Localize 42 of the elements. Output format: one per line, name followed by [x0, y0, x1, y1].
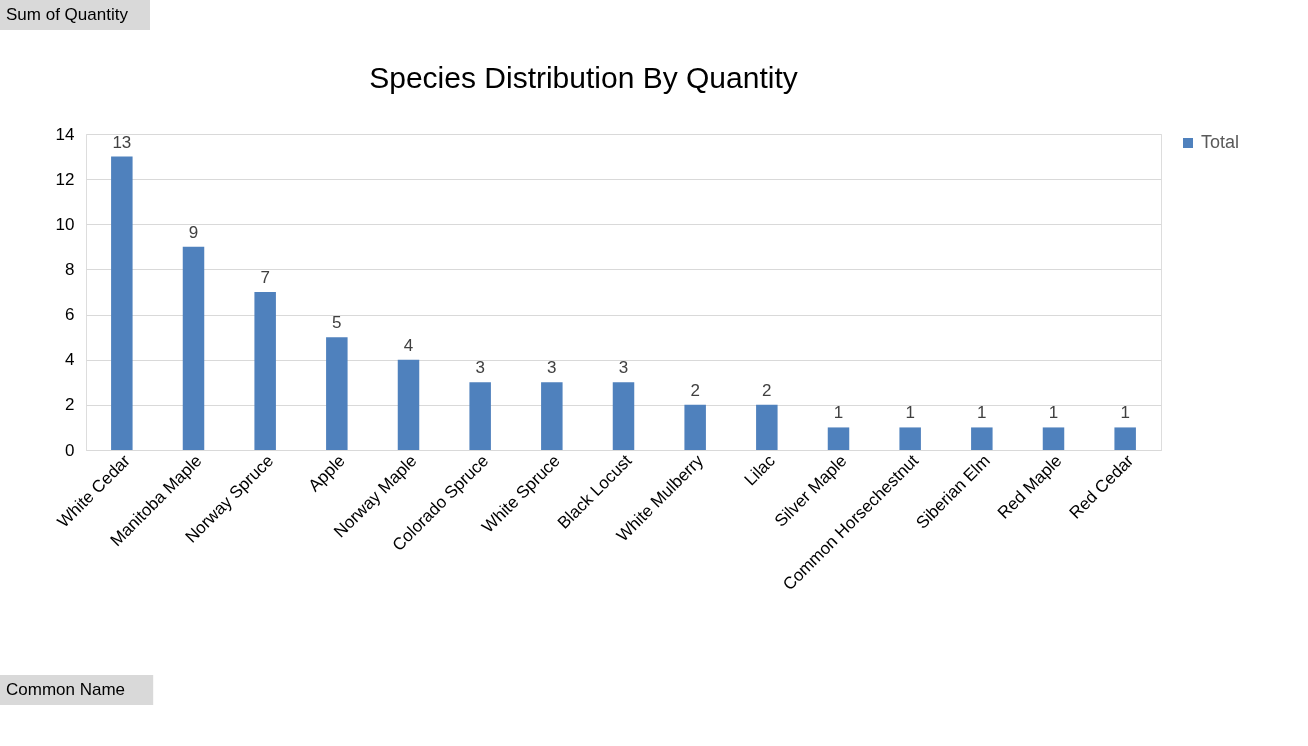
data-label: 2	[762, 380, 772, 400]
bar	[182, 246, 205, 450]
bar	[971, 427, 993, 450]
chart-title: Species Distribution By Quantity	[369, 61, 798, 94]
y-tick-label: 0	[65, 440, 75, 460]
y-tick-label: 4	[65, 350, 75, 370]
bar	[756, 404, 778, 450]
data-label: 3	[547, 358, 557, 378]
bar	[827, 427, 850, 450]
data-label: 5	[332, 313, 342, 333]
bar	[541, 382, 563, 450]
data-label: 1	[905, 403, 915, 423]
bar	[612, 382, 635, 450]
y-tick-label: 10	[55, 214, 75, 234]
bar	[254, 292, 276, 450]
data-label: 4	[403, 335, 414, 355]
text: Common Name	[6, 680, 126, 699]
bar	[397, 359, 420, 450]
y-tick-label: 14	[55, 124, 75, 144]
data-label: 13	[112, 132, 132, 152]
bar	[326, 337, 348, 450]
y-tick-label: 12	[55, 169, 75, 189]
text: Sum of Quantity	[6, 5, 129, 24]
bar	[1042, 427, 1065, 450]
data-label: 3	[618, 358, 629, 378]
bar	[469, 382, 491, 450]
y-tick-label: 8	[65, 259, 75, 279]
y-tick-label: 2	[65, 395, 75, 415]
bar	[899, 427, 921, 450]
data-label: 1	[977, 403, 987, 423]
bar	[684, 404, 706, 450]
bar	[1114, 427, 1136, 450]
data-label: 1	[1120, 403, 1130, 423]
bar	[111, 156, 133, 450]
data-label: 7	[260, 268, 270, 287]
data-label: 2	[690, 380, 700, 400]
data-label: 1	[833, 403, 844, 423]
data-label: 1	[1048, 403, 1059, 423]
legend-label: Total	[1201, 132, 1240, 152]
y-tick-label: 6	[65, 305, 75, 325]
data-label: 9	[188, 222, 199, 242]
data-label: 3	[475, 358, 485, 378]
